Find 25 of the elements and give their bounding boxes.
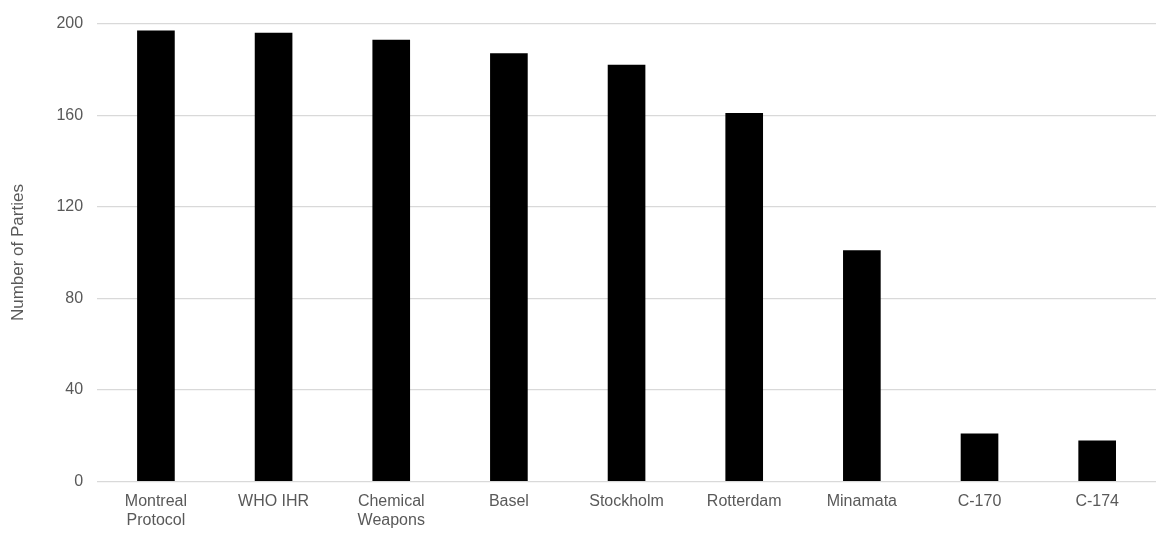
x-tick-label: Chemical Weapons [357,491,425,528]
bar [490,53,528,481]
bar [607,64,646,481]
bar [1078,440,1116,481]
bar [843,250,881,481]
y-tick-label: 40 [65,380,84,398]
x-tick-label: WHO IHR [238,491,310,509]
y-tick-label: 160 [56,105,84,123]
y-tick-label: 0 [74,472,84,490]
x-tick-label: Basel [488,491,529,509]
bar [137,30,175,481]
x-tick-label: Stockholm [589,491,664,509]
y-axis-title: Number of Parties [7,184,27,322]
bar [254,32,293,481]
x-tick-label: C-170 [957,491,1002,509]
x-tick-label: C-174 [1075,491,1120,509]
bar [372,39,411,481]
y-tick-label: 80 [65,288,84,306]
bar [960,433,999,481]
bar [725,112,764,481]
x-tick-label: Minamata [826,491,898,509]
x-tick-label: Montreal Protocol [124,491,188,528]
y-tick-label: 200 [56,14,84,32]
y-tick-label: 120 [56,197,84,215]
x-tick-label: Rotterdam [706,491,782,509]
